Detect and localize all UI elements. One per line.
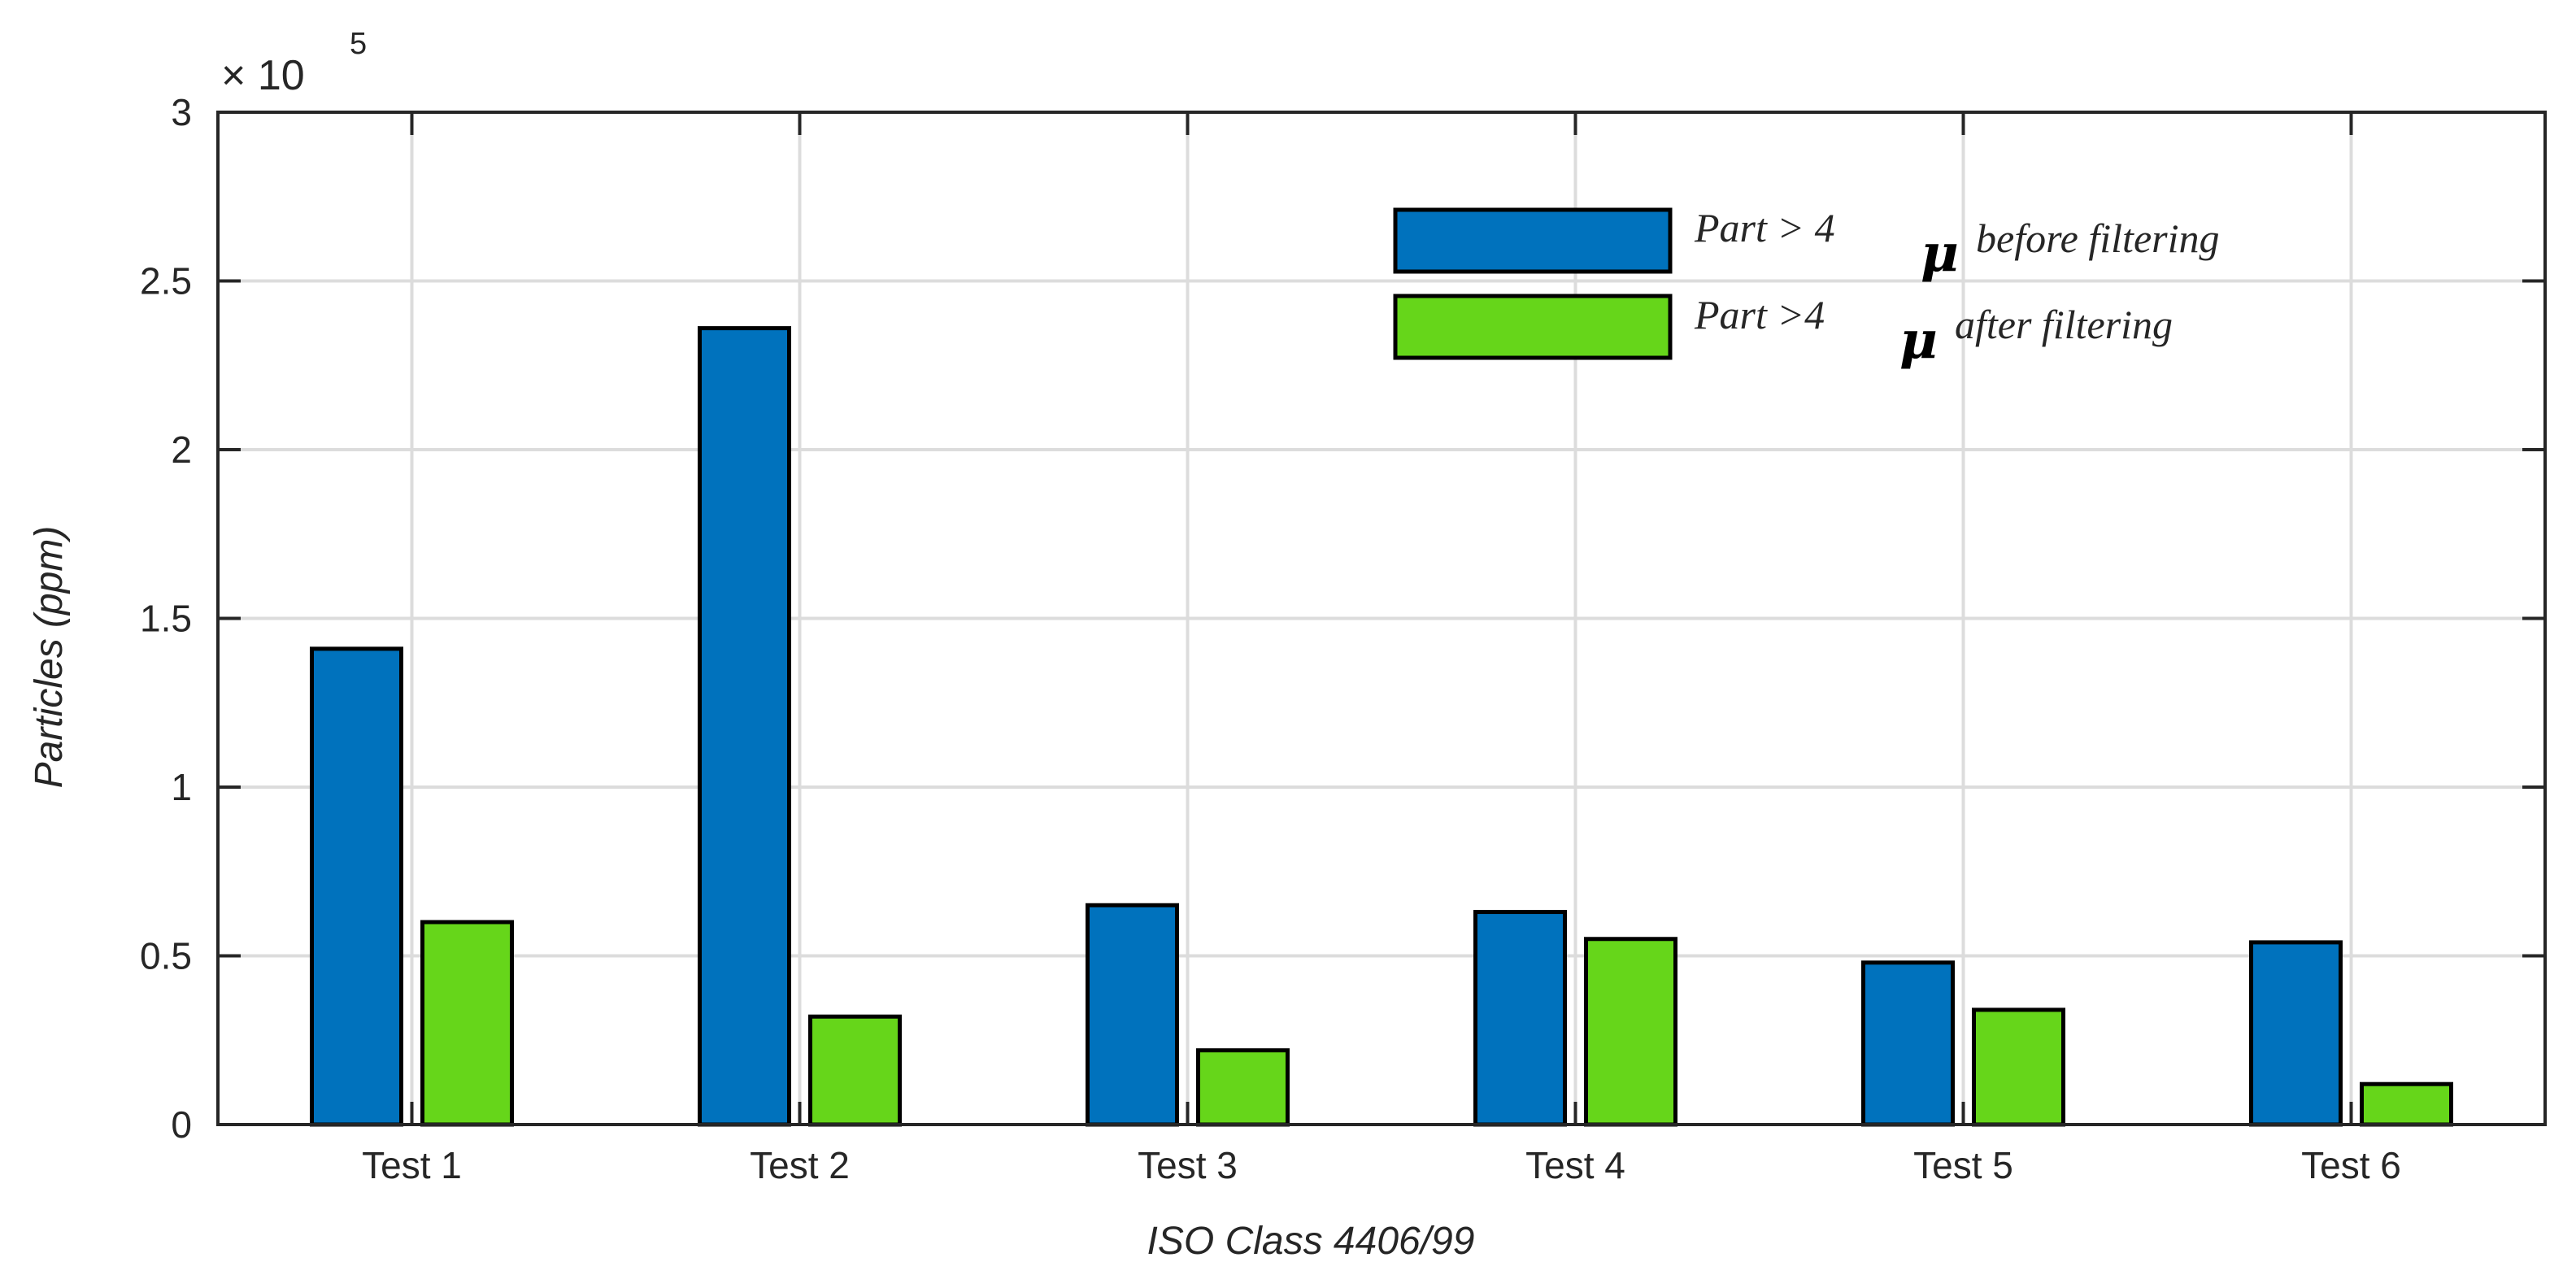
legend-label-after: Part >4: [1694, 292, 1825, 337]
bar-after-filtering-test-1: [420, 920, 514, 1127]
x-tick-label: Test 2: [750, 1144, 850, 1186]
bar-after-filtering-test-4: [1584, 937, 1677, 1127]
legend-mu-symbol-before: μ: [1921, 223, 1959, 284]
y-tick-label: 0: [171, 1103, 192, 1146]
y-tick-label: 0.5: [140, 935, 192, 977]
y-tick-label: 1.5: [140, 598, 192, 640]
grid-lines: [218, 111, 2545, 1126]
bar-after-filtering-test-5: [1972, 1007, 2065, 1127]
bar-before-filtering-test-6: [2249, 940, 2343, 1127]
exponent-power: 5: [350, 27, 367, 61]
legend: Part > 4 μ before filtering Part >4 μ af…: [1393, 205, 2220, 371]
x-axis-label: ISO Class 4406/99: [1147, 1220, 1475, 1263]
legend-mu-symbol-after: μ: [1899, 310, 1938, 371]
legend-label-before: Part > 4: [1694, 205, 1835, 250]
bar-before-filtering-test-5: [1861, 960, 1955, 1127]
bar-before-filtering-test-4: [1473, 910, 1567, 1127]
legend-entry-after: Part >4 μ after filtering: [1393, 292, 2173, 371]
y-tick-label: 3: [171, 91, 192, 133]
x-tick-label: Test 5: [1913, 1144, 2013, 1186]
legend-suffix-after: after filtering: [1955, 302, 2173, 347]
exponent-base: × 10: [221, 52, 305, 99]
y-tick-label: 1: [171, 766, 192, 808]
y-tick-labels: 0 0.5 1 1.5 2 2.5 3: [140, 91, 192, 1146]
bar-after-filtering-test-2: [808, 1014, 902, 1127]
bar-after-filtering-test-6: [2360, 1081, 2453, 1127]
bar-before-filtering-test-1: [310, 646, 403, 1127]
y-tick-label: 2.5: [140, 260, 192, 302]
y-tick-label: 2: [171, 429, 192, 471]
legend-entry-before: Part > 4 μ before filtering: [1393, 205, 2220, 284]
x-tick-label: Test 4: [1525, 1144, 1625, 1186]
legend-suffix-before: before filtering: [1976, 215, 2220, 261]
bar-after-filtering-test-3: [1196, 1048, 1290, 1127]
bars: [310, 326, 2453, 1127]
axis-ticks: [218, 111, 2545, 1126]
bar-before-filtering-test-2: [698, 326, 791, 1127]
y-axis-label: Particles (ppm): [28, 526, 71, 789]
x-tick-label: Test 6: [2301, 1144, 2401, 1186]
x-tick-labels: Test 1 Test 2 Test 3 Test 4 Test 5 Test 6: [362, 1144, 2401, 1186]
y-exponent-label: × 10 5: [221, 27, 367, 99]
x-tick-label: Test 3: [1138, 1144, 1238, 1186]
bar-before-filtering-test-3: [1086, 903, 1179, 1127]
legend-swatch-before-filtering: [1393, 207, 1673, 274]
x-tick-label: Test 1: [362, 1144, 462, 1186]
legend-swatch-after-filtering: [1393, 294, 1673, 360]
